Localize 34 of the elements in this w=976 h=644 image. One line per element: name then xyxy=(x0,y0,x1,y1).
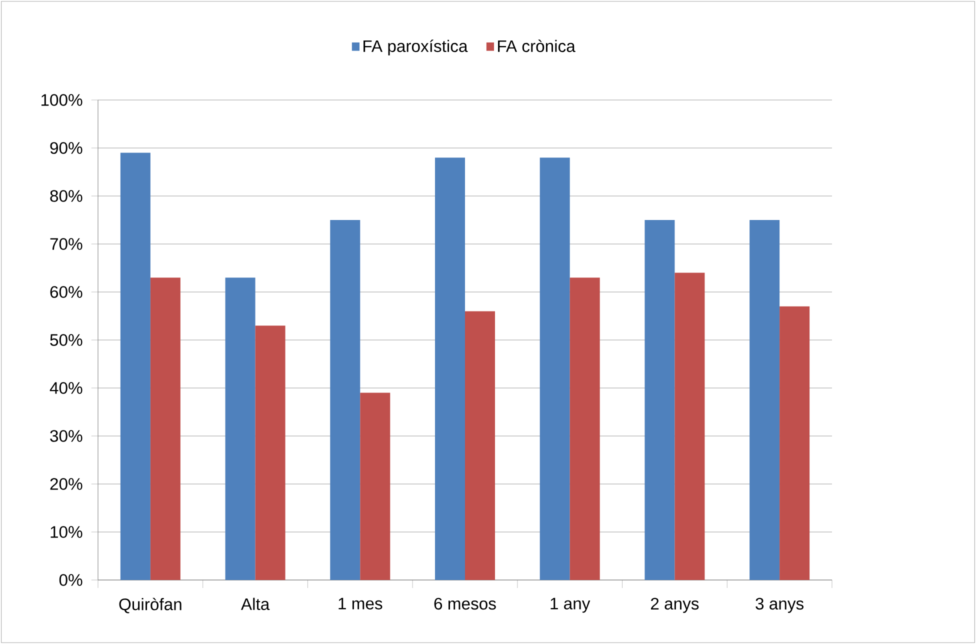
legend-label: FA crònica xyxy=(498,40,576,52)
y-tick-label: 20% xyxy=(50,478,82,490)
bar xyxy=(780,306,810,580)
y-tick-label: 40% xyxy=(50,382,82,394)
y-tick-label: 90% xyxy=(50,142,82,154)
bar xyxy=(540,158,570,580)
bar xyxy=(674,272,705,580)
y-tick-label: 0% xyxy=(59,574,82,586)
y-tick-label: 60% xyxy=(50,286,82,298)
y-tick-label: 10% xyxy=(50,526,82,538)
bar xyxy=(150,278,180,580)
bar xyxy=(570,278,600,580)
bar xyxy=(434,158,465,580)
y-tick-label: 30% xyxy=(50,430,82,442)
bar xyxy=(360,392,390,580)
bar xyxy=(465,311,495,580)
y-tick-label: 70% xyxy=(50,238,82,250)
legend-label: FA paroxística xyxy=(364,40,468,56)
x-tick-label: 3 anys xyxy=(756,598,804,613)
y-tick-label: 50% xyxy=(50,334,82,346)
bar xyxy=(255,326,286,580)
bar xyxy=(120,152,150,580)
y-tick-label: 100% xyxy=(41,94,82,106)
x-tick-label: Quiròfan xyxy=(119,598,182,614)
x-tick-label: 2 anys xyxy=(650,598,699,613)
bar xyxy=(330,220,360,580)
x-tick-label: 6 mesos xyxy=(434,598,496,610)
bar xyxy=(644,220,675,580)
x-tick-label: 1 any xyxy=(550,598,590,613)
bar xyxy=(225,278,256,580)
x-tick-label: Alta xyxy=(240,598,270,610)
y-tick-label: 80% xyxy=(50,190,82,202)
bar xyxy=(750,220,780,580)
x-tick-label: 1 mes xyxy=(338,598,382,610)
